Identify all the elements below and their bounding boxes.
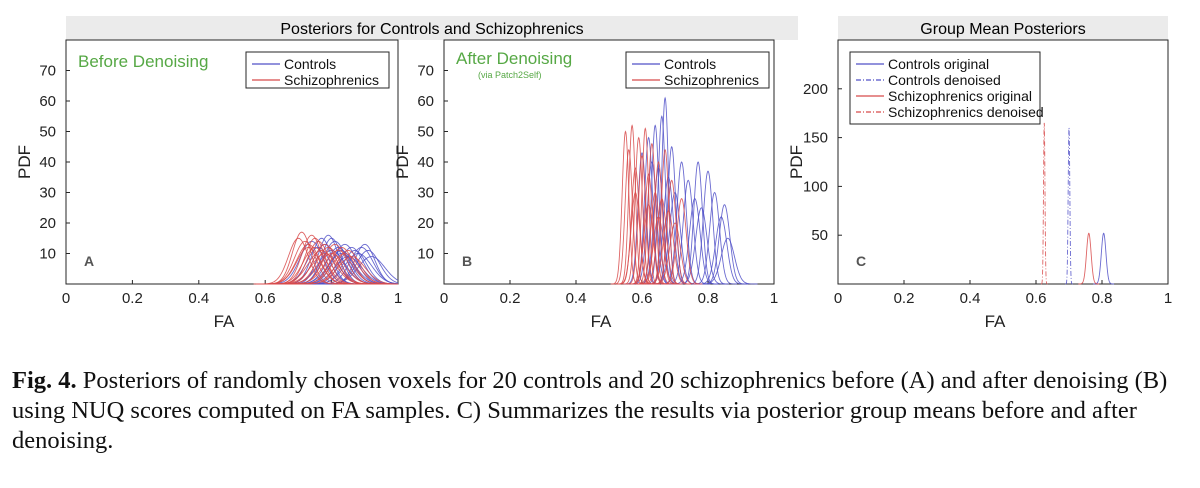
curve-controls (638, 124, 672, 285)
legend-box (245, 51, 390, 89)
panel-letter: A (84, 253, 94, 269)
y-tick-label: 50 (811, 227, 828, 244)
curve-schizophrenics (625, 154, 659, 285)
curve-schizophrenics (617, 124, 647, 285)
panel-letter: B (462, 253, 472, 269)
panel-letter: C (856, 253, 866, 269)
figure-caption: Fig. 4. Posteriors of randomly chosen vo… (12, 366, 1188, 456)
curve-schizophrenics (616, 191, 655, 285)
x-tick-label: 1 (394, 290, 402, 307)
x-axis-label: FA (591, 312, 612, 331)
curve-schizophrenics (622, 136, 656, 285)
x-tick-label: 0.2 (500, 290, 521, 307)
caption-text: Posteriors of randomly chosen voxels for… (12, 367, 1168, 454)
x-tick-label: 1 (770, 290, 778, 307)
y-tick-label: 40 (39, 154, 56, 171)
legend-label: Schizophrenics (284, 72, 379, 88)
x-tick-label: 0.8 (321, 290, 342, 307)
curve-controls (311, 256, 399, 285)
x-tick-label: 0.6 (632, 290, 653, 307)
y-tick-label: 60 (39, 93, 56, 110)
curve-schizophrenics (651, 222, 699, 285)
banner-right-title: Group Mean Posteriors (920, 21, 1085, 38)
x-tick-label: 0 (62, 290, 70, 307)
y-tick-label: 50 (39, 124, 56, 141)
curve-controls-denoised (1065, 127, 1073, 285)
y-axis-label: PDF (787, 145, 806, 179)
curve-schizophrenics (652, 179, 692, 285)
x-tick-label: 0.4 (960, 290, 981, 307)
panel-annotation-sub: (via Patch2Self) (478, 70, 542, 80)
y-tick-label: 50 (417, 124, 434, 141)
curve-schizophrenics (660, 197, 703, 285)
y-tick-label: 70 (417, 63, 434, 80)
panel-a: 0 0.2 0.4 0.6 0.8 1 10 20 30 40 50 60 70 FA PDF Control… (15, 39, 402, 331)
curve-controls (631, 161, 673, 285)
x-tick-label: 0.6 (1026, 290, 1047, 307)
curve-schizophrenics (635, 142, 669, 285)
x-tick-label: 1 (1164, 290, 1172, 307)
curve-schizophrenics (636, 216, 681, 285)
y-tick-label: 60 (417, 93, 434, 110)
y-tick-label: 30 (417, 185, 434, 202)
x-tick-label: 0 (834, 290, 842, 307)
x-tick-label: 0.2 (122, 290, 143, 307)
curve-schizophrenics (265, 253, 385, 285)
legend-label: Schizophrenics denoised (888, 104, 1044, 120)
curve-schizophrenics (617, 167, 654, 285)
x-axis-label: FA (985, 312, 1006, 331)
y-tick-label: 200 (803, 81, 828, 98)
x-axis-label: FA (214, 312, 235, 331)
banner-right-bg (838, 16, 1168, 40)
curve-schizophrenics (612, 148, 646, 285)
curve-schizophrenics (640, 161, 677, 285)
caption-label: Fig. 4. (12, 367, 77, 394)
x-tick-label: 0 (440, 290, 448, 307)
x-tick-label: 0.4 (566, 290, 587, 307)
y-tick-label: 20 (417, 215, 434, 232)
legend-label: Schizophrenics original (888, 88, 1032, 104)
curve-controls (645, 115, 679, 285)
legend-label: Schizophrenics (664, 72, 759, 88)
x-tick-label: 0.8 (1092, 290, 1113, 307)
y-axis-label: PDF (15, 145, 34, 179)
curve-controls (687, 170, 729, 285)
y-tick-label: 40 (417, 154, 434, 171)
y-tick-label: 10 (39, 246, 56, 263)
curve-schizophrenics (627, 204, 670, 285)
y-tick-label: 150 (803, 130, 828, 147)
x-tick-label: 0.8 (698, 290, 719, 307)
y-tick-label: 20 (39, 215, 56, 232)
x-tick-label: 0.6 (255, 290, 276, 307)
banner-left-bg (66, 16, 798, 40)
x-tick-label: 0.4 (188, 290, 209, 307)
panel-b: 0 0.2 0.4 0.6 0.8 1 10 20 30 40 50 60 70 FA PDF Control… (393, 39, 778, 331)
curve-schizophrenics-denoised (1040, 122, 1048, 285)
legend-box (625, 51, 770, 89)
curve-controls (692, 191, 737, 285)
y-tick-label: 30 (39, 185, 56, 202)
y-axis-label: PDF (393, 145, 412, 179)
y-tick-label: 100 (803, 178, 828, 195)
legend-label: Controls (664, 56, 716, 72)
curve-controls (698, 237, 758, 285)
panel-annotation: After Denoising (456, 49, 572, 68)
legend-label: Controls original (888, 56, 989, 72)
legend-label: Controls (284, 56, 336, 72)
panel-annotation: Before Denoising (78, 52, 208, 71)
figure: Posteriors for Controls and Schizophreni… (15, 16, 1172, 331)
banner-left-title: Posteriors for Controls and Schizophreni… (280, 21, 583, 38)
curve-schizophrenics-original (1078, 232, 1100, 285)
curve-schizophrenics (291, 256, 399, 285)
y-tick-label: 70 (39, 63, 56, 80)
legend-label: Controls denoised (888, 72, 1001, 88)
x-tick-label: 0.2 (894, 290, 915, 307)
y-tick-label: 10 (417, 246, 434, 263)
